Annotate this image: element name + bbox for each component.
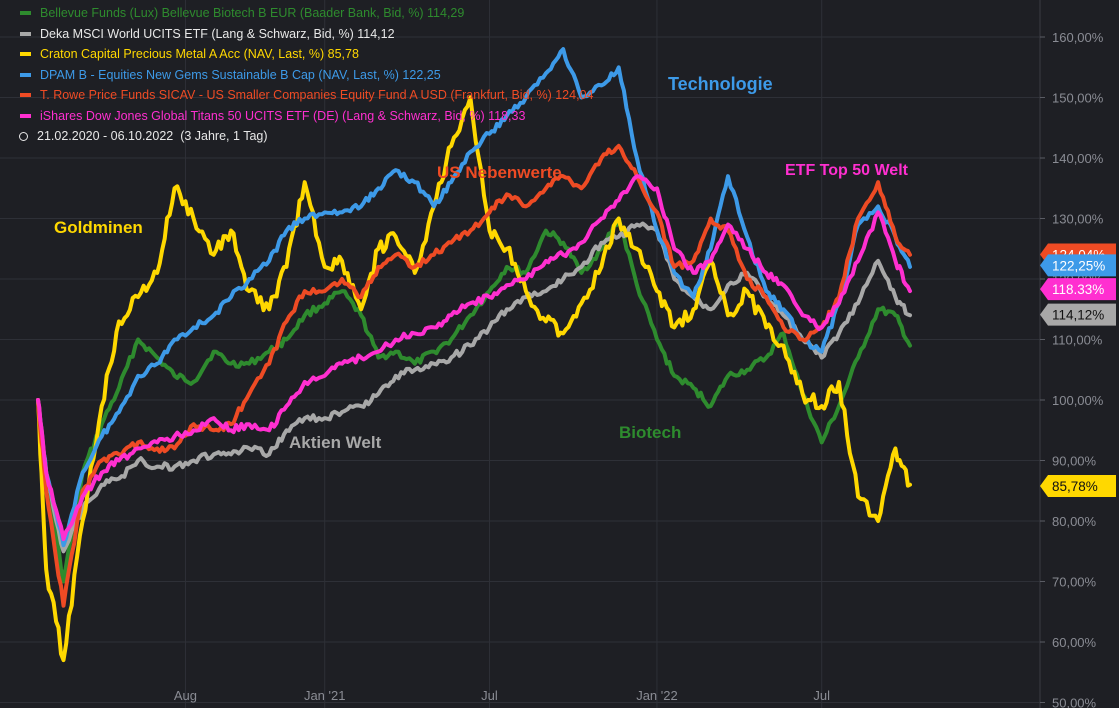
- legend-item-global-titans[interactable]: iShares Dow Jones Global Titans 50 UCITS…: [20, 106, 593, 127]
- annotation-layer: Goldminen US Nebenwerte Technologie ETF …: [54, 74, 909, 452]
- legend-label: T. Rowe Price Funds SICAV - US Smaller C…: [40, 88, 552, 102]
- legend-item-us-smaller-companies[interactable]: T. Rowe Price Funds SICAV - US Smaller C…: [20, 85, 593, 106]
- annotation-etf-top-50-welt: ETF Top 50 Welt: [785, 162, 909, 179]
- end-label-text: 114,12%: [1052, 308, 1104, 323]
- end-label-box: [1040, 303, 1116, 326]
- end-label: 85,78%: [1040, 475, 1116, 498]
- end-label-box: [1040, 278, 1116, 301]
- end-label: 118.33%: [1040, 278, 1116, 301]
- legend-value: 114,12: [357, 26, 395, 41]
- legend-swatch: [20, 52, 31, 57]
- legend: Bellevue Funds (Lux) Bellevue Biotech B …: [19, 3, 593, 147]
- gridlines: [0, 0, 1040, 708]
- date-range-span: (3 Jahre, 1 Tag): [180, 129, 268, 143]
- legend-label: DPAM B - Equities New Gems Sustainable B…: [40, 67, 399, 82]
- end-label-box: [1040, 475, 1116, 498]
- legend-item-new-gems[interactable]: DPAM B - Equities New Gems Sustainable B…: [20, 65, 593, 86]
- y-tick-label: 60,00%: [1052, 635, 1097, 650]
- y-tick-label: 150,00%: [1052, 91, 1104, 106]
- legend-value: 118,33: [488, 108, 526, 123]
- clock-icon: [19, 131, 28, 141]
- x-axis: Aug Jan '21 Jul Jan '22 Jul: [174, 688, 830, 703]
- legend-item-msci-world[interactable]: Deka MSCI World UCITS ETF (Lang & Schwar…: [20, 24, 593, 45]
- annotation-aktien-welt: Aktien Welt: [289, 433, 382, 452]
- legend-value: 124,04: [555, 88, 594, 102]
- x-tick-label: Jan '21: [304, 688, 346, 703]
- legend-label: iShares Dow Jones Global Titans 50 UCITS…: [40, 108, 485, 123]
- legend-label: Bellevue Funds (Lux) Bellevue Biotech B …: [40, 6, 424, 20]
- y-tick-label: 100,00%: [1052, 393, 1104, 408]
- date-range-row: 21.02.2020 - 06.10.2022 (3 Jahre, 1 Tag): [19, 126, 593, 147]
- end-value-labels: 124,04%122,25%118.33%114,12%85,78%: [1040, 243, 1116, 498]
- series-line-2: [36, 95, 912, 663]
- end-label-text: 118.33%: [1052, 282, 1104, 297]
- annotation-us-nebenwerte: US Nebenwerte: [437, 163, 562, 182]
- legend-label: Deka MSCI World UCITS ETF (Lang & Schwar…: [40, 26, 354, 41]
- legend-swatch: [20, 72, 31, 77]
- legend-swatch: [20, 93, 31, 98]
- series-layer: [36, 47, 912, 663]
- end-label: 114,12%: [1040, 303, 1116, 326]
- end-label: 122,25%: [1040, 254, 1116, 277]
- annotation-biotech: Biotech: [619, 423, 681, 442]
- date-range: 21.02.2020 - 06.10.2022: [37, 129, 174, 143]
- legend-value: 85,78: [327, 47, 359, 61]
- series-line-4: [36, 143, 912, 608]
- annotation-technologie: Technologie: [668, 74, 773, 94]
- legend-value: 114,29: [427, 6, 465, 20]
- end-label-text: 85,78%: [1052, 479, 1098, 494]
- legend-swatch: [20, 11, 31, 16]
- legend-value: 122,25: [402, 67, 441, 82]
- y-tick-label: 50,00%: [1052, 696, 1097, 708]
- x-tick-label: Jan '22: [636, 688, 678, 703]
- legend-swatch: [20, 113, 31, 118]
- legend-label: Craton Capital Precious Metal A Acc (NAV…: [40, 47, 325, 61]
- series-line-5: [36, 174, 912, 542]
- series-line-3: [36, 47, 912, 548]
- y-tick-label: 160,00%: [1052, 30, 1104, 45]
- annotation-goldminen: Goldminen: [54, 218, 143, 237]
- y-tick-label: 90,00%: [1052, 454, 1097, 469]
- legend-item-biotech[interactable]: Bellevue Funds (Lux) Bellevue Biotech B …: [20, 3, 593, 24]
- end-label-text: 122,25%: [1052, 258, 1105, 273]
- y-tick-label: 80,00%: [1052, 514, 1097, 529]
- y-tick-label: 140,00%: [1052, 151, 1104, 166]
- y-tick-label: 110,00%: [1052, 333, 1103, 348]
- x-tick-label: Aug: [174, 688, 197, 703]
- x-tick-label: Jul: [813, 688, 830, 703]
- y-tick-label: 70,00%: [1052, 575, 1097, 590]
- legend-item-precious-metal[interactable]: Craton Capital Precious Metal A Acc (NAV…: [20, 44, 593, 65]
- x-tick-label: Jul: [481, 688, 498, 703]
- legend-swatch: [20, 31, 31, 36]
- end-label-box: [1040, 254, 1116, 277]
- y-tick-label: 130,00%: [1052, 212, 1104, 227]
- series-line-0: [36, 216, 912, 584]
